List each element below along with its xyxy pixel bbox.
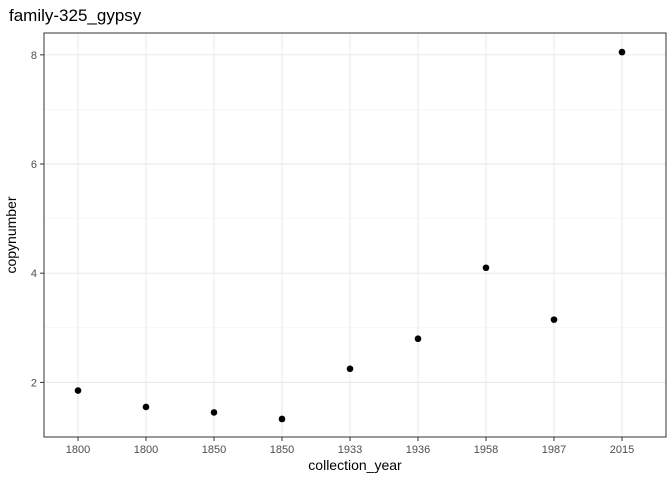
- x-tick-label: 1936: [406, 444, 430, 456]
- plot-panel-border: [43, 32, 667, 438]
- data-point: [550, 316, 558, 323]
- data-point: [278, 415, 286, 423]
- x-tick-label: 1800: [134, 444, 158, 456]
- data-point: [210, 409, 218, 416]
- chart-title: family-325_gypsy: [9, 6, 142, 25]
- data-point: [482, 264, 490, 272]
- y-tick-label: 4: [31, 268, 37, 280]
- y-tick-label: 8: [31, 50, 37, 62]
- data-point: [618, 48, 626, 56]
- x-axis-title: collection_year: [308, 457, 402, 473]
- data-point: [74, 387, 82, 394]
- x-tick-label: 1850: [202, 444, 226, 456]
- y-axis-title: copynumber: [3, 196, 19, 273]
- x-tick-label: 1850: [270, 444, 294, 456]
- y-tick-label: 2: [31, 377, 37, 389]
- data-point: [414, 335, 422, 343]
- x-tick-label: 2015: [610, 444, 634, 456]
- x-axis: 1800 1800 1850 1850 1933 1936 1958 1987 2015: [66, 437, 634, 456]
- x-tick-label: 1933: [338, 444, 362, 456]
- data-points: [74, 48, 626, 423]
- x-tick-label: 1987: [542, 444, 566, 456]
- y-tick-label: 6: [31, 159, 37, 171]
- y-axis: 2 4 6 8: [31, 50, 44, 389]
- x-tick-label: 1800: [66, 444, 90, 456]
- x-tick-label: 1958: [474, 444, 498, 456]
- data-point: [346, 365, 354, 373]
- data-point: [142, 403, 150, 411]
- grid-lines: [44, 33, 666, 437]
